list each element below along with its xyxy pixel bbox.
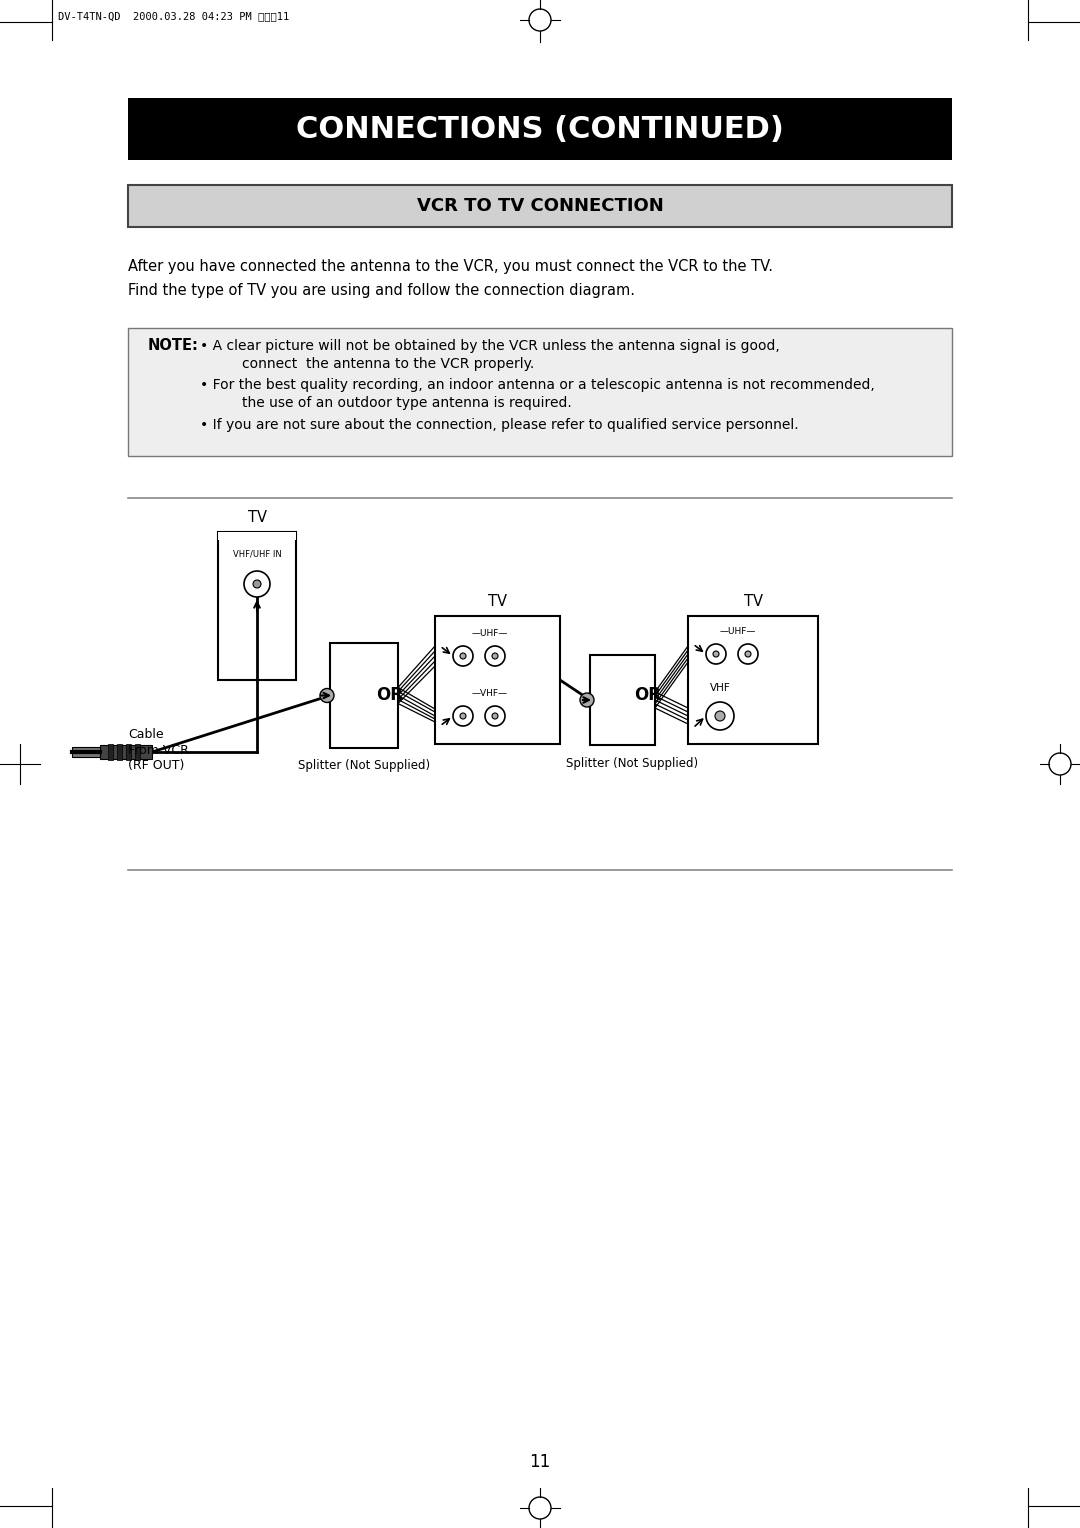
Text: —VHF—: —VHF— [472,689,508,698]
Text: —UHF—: —UHF— [719,628,756,637]
Text: VHF: VHF [710,683,730,694]
Bar [590,656,654,746]
Text: TV: TV [743,594,762,610]
Text: 11: 11 [529,1453,551,1471]
Circle shape [244,571,270,597]
Text: VCR TO TV CONNECTION: VCR TO TV CONNECTION [417,197,663,215]
Circle shape [460,714,465,720]
Bar [129,329,951,455]
Text: After you have connected the antenna to the VCR, you must connect the VCR to the: After you have connected the antenna to … [129,258,773,274]
Text: Find the type of TV you are using and follow the connection diagram.: Find the type of TV you are using and fo… [129,283,635,298]
Text: NOTE:: NOTE: [148,339,199,353]
Circle shape [485,646,505,666]
Text: TV: TV [247,510,267,526]
Bar [108,744,113,759]
Circle shape [492,652,498,659]
Circle shape [738,643,758,665]
Bar [218,532,296,680]
Circle shape [706,701,734,730]
Text: VHF/UHF IN: VHF/UHF IN [232,550,282,559]
Text: Splitter (Not Supplied): Splitter (Not Supplied) [566,756,699,770]
Text: Splitter (Not Supplied): Splitter (Not Supplied) [298,759,430,773]
Text: CONNECTIONS (CONTINUED): CONNECTIONS (CONTINUED) [296,115,784,144]
Text: OR: OR [377,686,404,704]
Bar [218,532,296,539]
Text: TV: TV [488,594,507,610]
Circle shape [529,1497,551,1519]
Bar [117,744,122,759]
Circle shape [529,9,551,31]
Text: Cable
From VCR
(RF OUT): Cable From VCR (RF OUT) [129,729,189,772]
Bar [135,744,140,759]
Text: • A clear picture will not be obtained by the VCR unless the antenna signal is g: • A clear picture will not be obtained b… [200,339,780,353]
Bar [435,616,561,744]
Circle shape [320,689,334,703]
Bar [330,643,399,749]
Text: —UHF—: —UHF— [471,630,508,639]
Circle shape [715,711,725,721]
Text: DV-T4TN-QD  2000.03.28 04:23 PM 페이직11: DV-T4TN-QD 2000.03.28 04:23 PM 페이직11 [58,11,289,21]
Text: connect  the antenna to the VCR properly.: connect the antenna to the VCR properly. [242,358,535,371]
Bar [72,747,100,756]
Bar [129,98,951,160]
Circle shape [460,652,465,659]
Text: OR: OR [635,686,661,704]
Circle shape [253,581,261,588]
Bar [688,616,818,744]
Bar [129,185,951,228]
Bar [126,744,131,759]
Text: • For the best quality recording, an indoor antenna or a telescopic antenna is n: • For the best quality recording, an ind… [200,377,875,393]
Circle shape [706,643,726,665]
Text: • If you are not sure about the connection, please refer to qualified service pe: • If you are not sure about the connecti… [200,419,798,432]
Circle shape [580,694,594,707]
Text: the use of an outdoor type antenna is required.: the use of an outdoor type antenna is re… [242,396,571,410]
Circle shape [1049,753,1071,775]
Circle shape [485,706,505,726]
Bar [100,746,152,759]
Circle shape [492,714,498,720]
Circle shape [453,646,473,666]
Circle shape [713,651,719,657]
Circle shape [745,651,751,657]
Circle shape [453,706,473,726]
